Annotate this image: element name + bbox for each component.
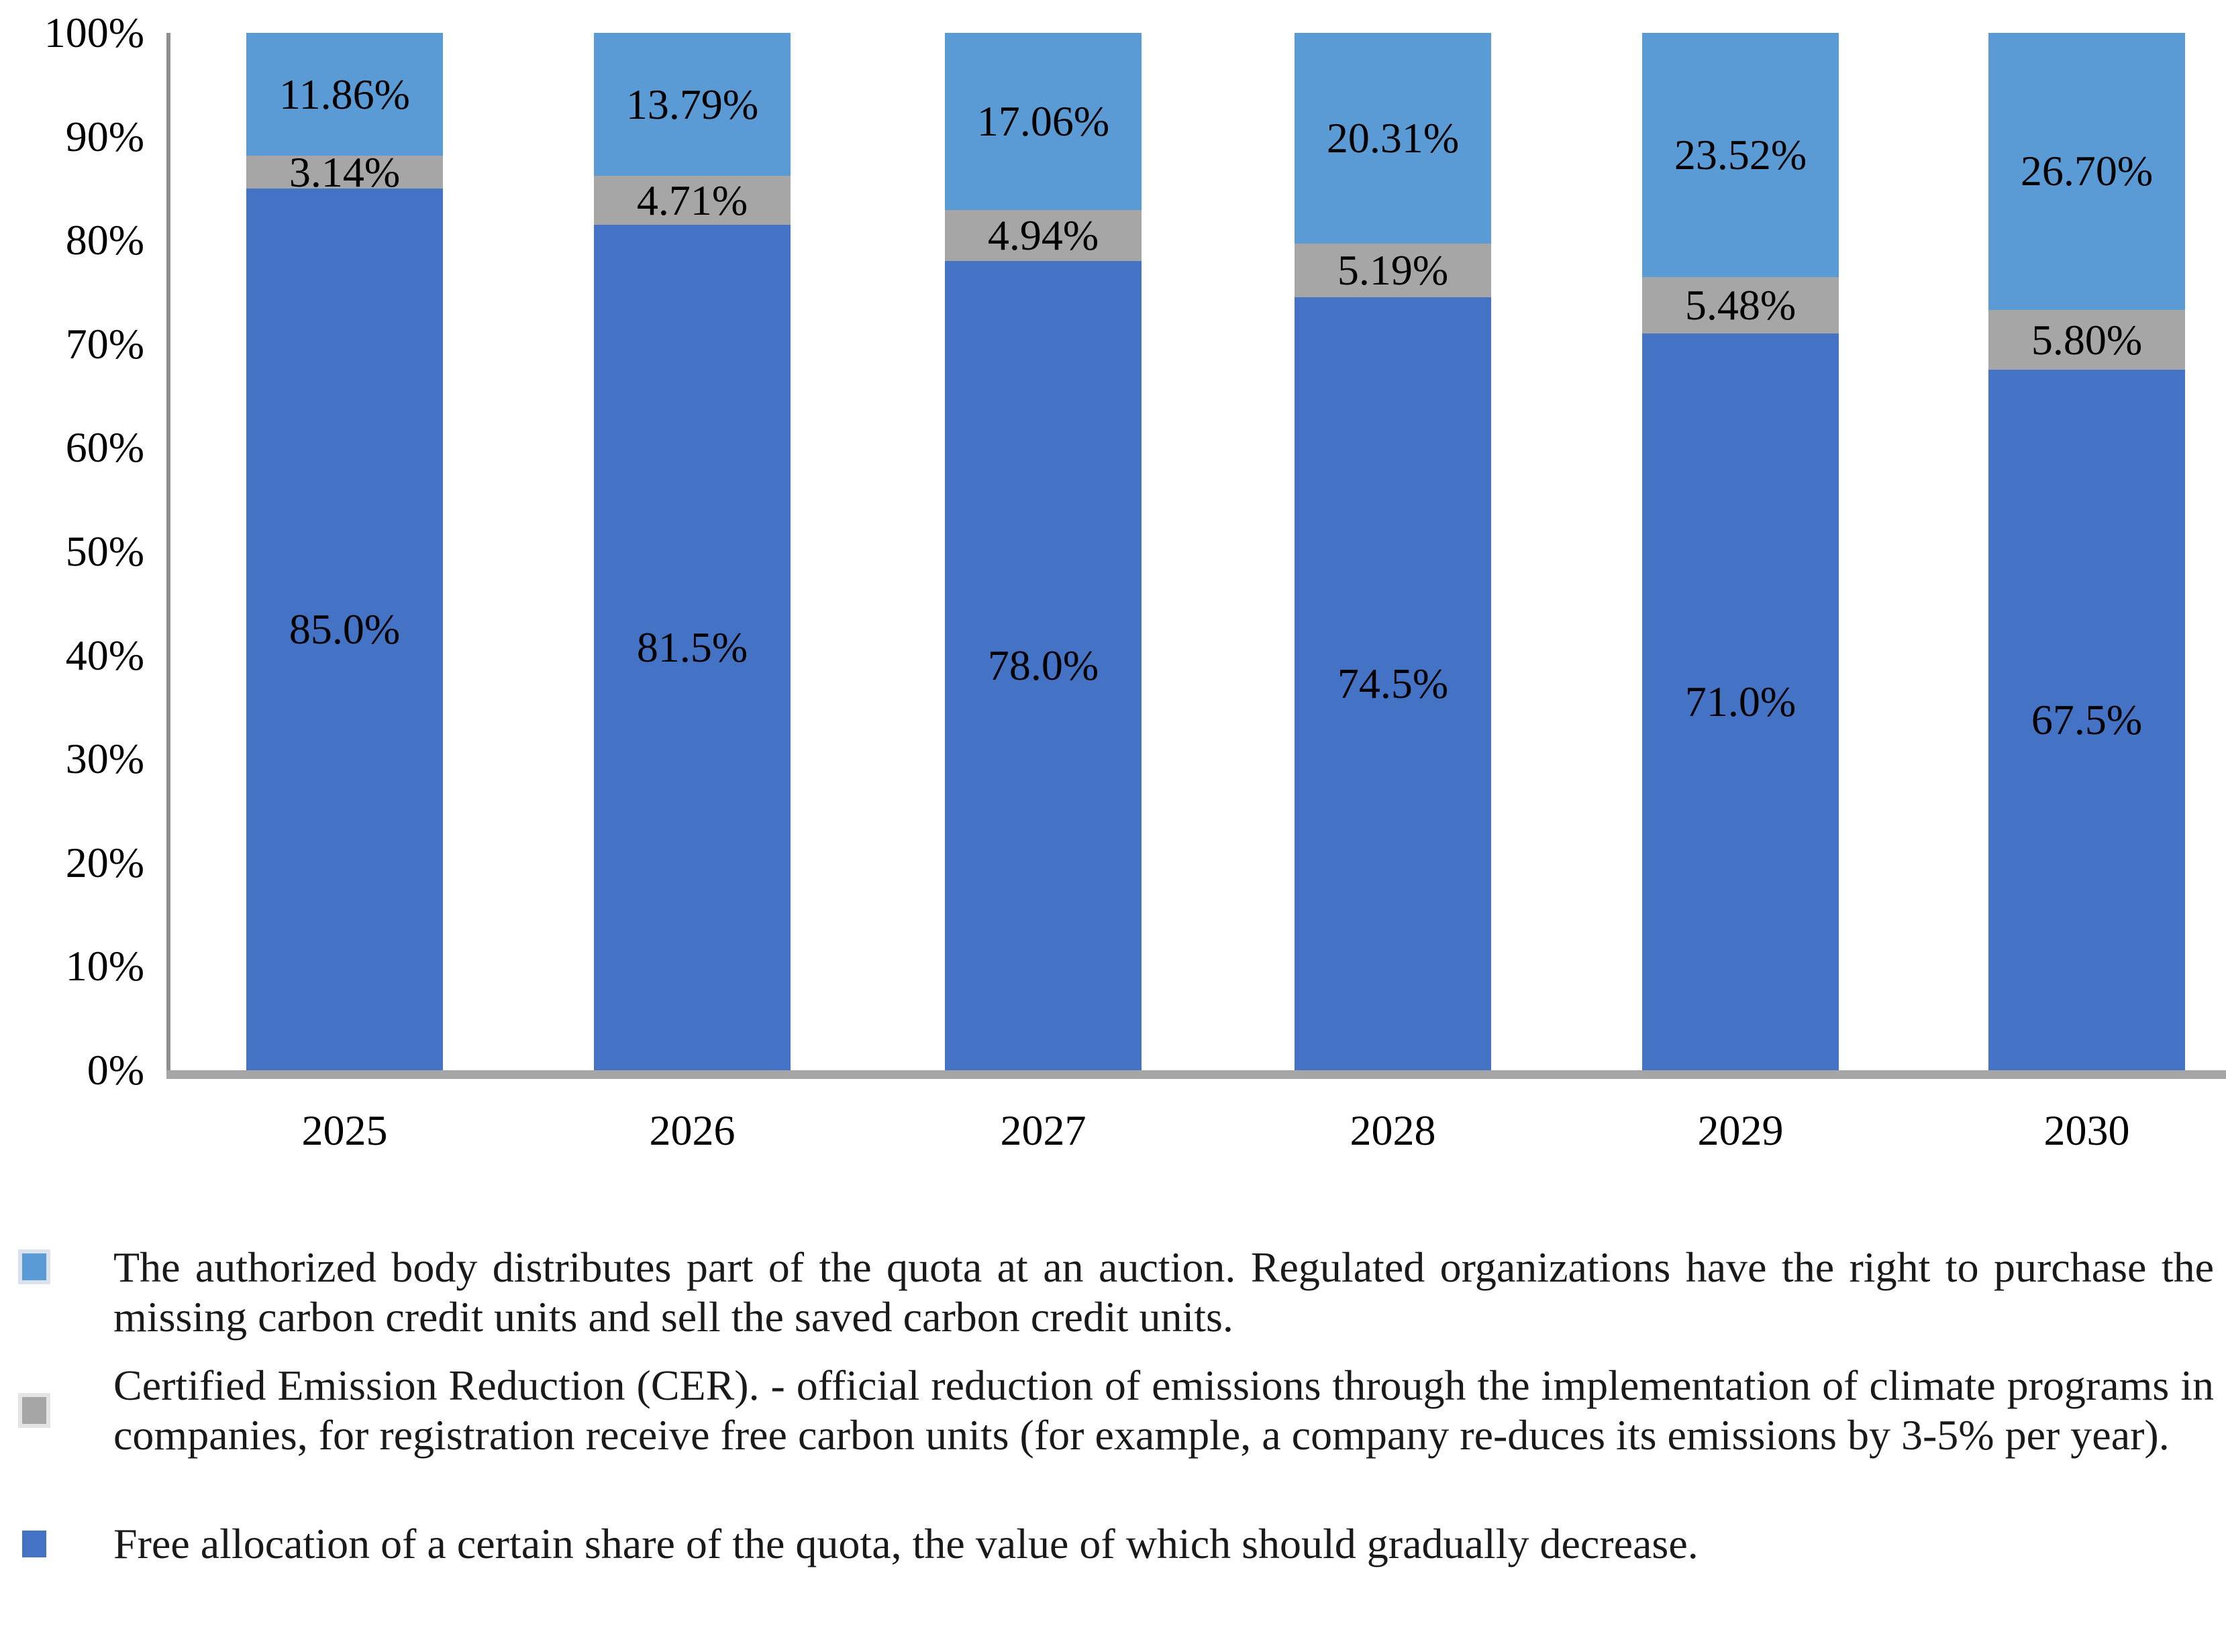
x-axis-category-label: 2028 (1350, 1106, 1436, 1154)
y-axis-tick-label: 90% (65, 112, 144, 160)
bar-segment-label: 85.0% (289, 605, 401, 653)
y-axis-tick-label: 30% (65, 735, 144, 783)
bar-segment: 78.0% (945, 261, 1142, 1070)
legend-item-text: The authorized body distributes part of … (113, 1243, 2214, 1341)
y-axis-tick-label: 20% (65, 838, 144, 886)
stacked-bar-2026: 13.79% 4.71% 81.5% (594, 33, 791, 1070)
bar-segment-label: 4.94% (987, 211, 1099, 259)
bar-segment-label: 26.70% (2020, 147, 2154, 195)
bar-segment: 4.94% (945, 209, 1142, 262)
bar-segment: 5.80% (1988, 309, 2185, 370)
bar-segment: 17.06% (945, 33, 1142, 210)
x-axis-category-label: 2026 (649, 1106, 736, 1154)
bar-segment-label: 11.86% (279, 70, 410, 118)
bar-segment: 4.71% (594, 176, 791, 225)
y-axis-tick-label: 80% (65, 216, 144, 264)
stacked-bar-2025: 11.86% 3.14% 85.0% (246, 33, 443, 1070)
legend-item-text: Free allocation of a certain share of th… (113, 1520, 1699, 1567)
bar-segment-label: 20.31% (1326, 113, 1460, 162)
stacked-bar-2030: 26.70% 5.80% 67.5% (1988, 33, 2185, 1070)
bar-segment: 26.70% (1988, 33, 2185, 310)
legend-item: The authorized body distributes part of … (0, 1243, 2226, 1342)
x-axis-line (166, 1070, 2226, 1079)
bar-segment-label: 5.80% (2031, 315, 2143, 364)
y-axis-tick-label: 10% (65, 942, 144, 990)
chart-legend: The authorized body distributes part of … (0, 1243, 2226, 1569)
stacked-bar-2028: 20.31% 5.19% 74.5% (1295, 33, 1491, 1070)
legend-item-text: Certified Emission Reduction (CER). - of… (113, 1361, 2214, 1459)
stacked-bar-2029: 23.52% 5.48% 71.0% (1642, 33, 1839, 1070)
bar-segment-label: 71.0% (1684, 678, 1797, 726)
bar-segment: 13.79% (594, 33, 791, 176)
bar-segment: 81.5% (594, 225, 791, 1070)
bar-segment-label: 5.19% (1337, 246, 1449, 295)
x-axis-category-label: 2027 (1000, 1106, 1086, 1154)
legend-swatch-icon (22, 1253, 46, 1280)
y-axis-tick-label: 100% (44, 9, 144, 56)
bar-segment-label: 5.48% (1684, 280, 1797, 329)
bar-segment-label: 17.06% (976, 97, 1110, 145)
y-axis-tick-label: 0% (87, 1046, 144, 1094)
legend-item: Free allocation of a certain share of th… (0, 1519, 2226, 1569)
bar-segment-label: 78.0% (987, 641, 1099, 690)
bar-segment: 74.5% (1295, 297, 1491, 1070)
bar-segment: 71.0% (1642, 333, 1839, 1070)
bar-segment: 3.14% (246, 150, 443, 193)
bar-segment-label: 81.5% (636, 623, 748, 671)
bar-segment-label: 67.5% (2031, 696, 2143, 744)
x-axis-category-label: 2029 (1697, 1106, 1784, 1154)
bar-segment-label: 3.14% (289, 148, 401, 196)
legend-item: Certified Emission Reduction (CER). - of… (0, 1361, 2226, 1460)
bar-segment: 5.48% (1642, 276, 1839, 334)
y-axis-tick-label: 50% (65, 527, 144, 575)
stacked-bar-2027: 17.06% 4.94% 78.0% (945, 33, 1142, 1070)
bar-segment: 11.86% (246, 33, 443, 156)
bar-segment-label: 74.5% (1337, 660, 1449, 708)
bar-segment-label: 23.52% (1674, 130, 1807, 178)
bar-segment: 67.5% (1988, 370, 2185, 1070)
bar-segment-label: 4.71% (636, 176, 748, 224)
legend-swatch-icon (22, 1397, 46, 1424)
bar-segment: 20.31% (1295, 33, 1491, 244)
bar-segment-label: 13.79% (625, 80, 759, 128)
y-axis-tick-label: 40% (65, 631, 144, 679)
x-axis-category-label: 2030 (2043, 1106, 2130, 1154)
y-axis-line (166, 33, 170, 1070)
y-axis-tick-label: 70% (65, 319, 144, 368)
y-axis-tick-label: 60% (65, 423, 144, 472)
legend-swatch-icon (22, 1531, 46, 1557)
bar-segment: 23.52% (1642, 33, 1839, 277)
x-axis-category-label: 2025 (301, 1106, 388, 1154)
bar-segment: 85.0% (246, 188, 443, 1070)
bar-segment: 5.19% (1295, 243, 1491, 298)
chart-plot-area: 0% 10% 20% 30% 40% 50% 60% 70% 80% 90% 100% 11.86%… (44, 9, 2226, 1154)
